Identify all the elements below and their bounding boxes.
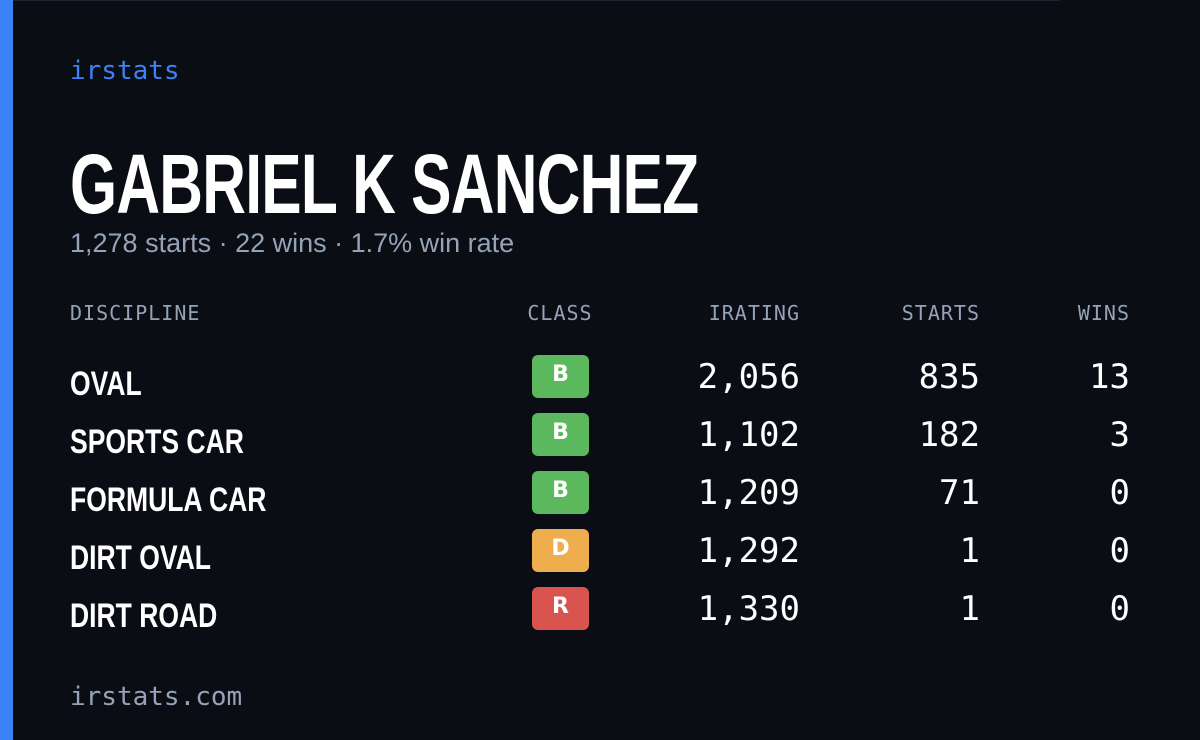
irating: 1,330 (697, 589, 800, 629)
starts: 71 (939, 473, 980, 513)
discipline: DIRT OVAL (70, 539, 211, 577)
discipline: FORMULA CAR (70, 481, 267, 519)
discipline: DIRT ROAD (70, 597, 218, 635)
class-badge: B (532, 355, 589, 398)
starts: 835 (918, 357, 980, 397)
column-header: IRATING (708, 301, 800, 325)
discipline: OVAL (70, 365, 142, 403)
driver-name: GABRIEL K SANCHEZ (70, 137, 699, 231)
starts: 182 (918, 415, 980, 455)
footer-url: irstats.com (70, 682, 243, 712)
wins: 3 (1109, 415, 1130, 455)
column-header: WINS (1077, 301, 1130, 325)
brand: irstats (70, 56, 180, 86)
wins: 0 (1109, 531, 1130, 571)
class-badge: R (532, 587, 589, 630)
irating: 1,102 (697, 415, 800, 455)
header-divider (0, 0, 1060, 1)
class-badge: B (532, 413, 589, 456)
column-header: DISCIPLINE (70, 301, 201, 325)
column-header: STARTS (901, 301, 980, 325)
irating: 1,209 (697, 473, 800, 513)
class-badge: D (532, 529, 589, 572)
starts: 1 (959, 531, 980, 571)
starts: 1 (959, 589, 980, 629)
accent-bar (0, 0, 13, 740)
discipline: SPORTS CAR (70, 423, 244, 461)
wins: 0 (1109, 473, 1130, 513)
class-badge: B (532, 471, 589, 514)
wins: 13 (1089, 357, 1130, 397)
column-header: CLASS (527, 301, 593, 325)
irating: 2,056 (697, 357, 800, 397)
wins: 0 (1109, 589, 1130, 629)
irating: 1,292 (697, 531, 800, 571)
summary: 1,278 starts · 22 wins · 1.7% win rate (70, 228, 515, 258)
